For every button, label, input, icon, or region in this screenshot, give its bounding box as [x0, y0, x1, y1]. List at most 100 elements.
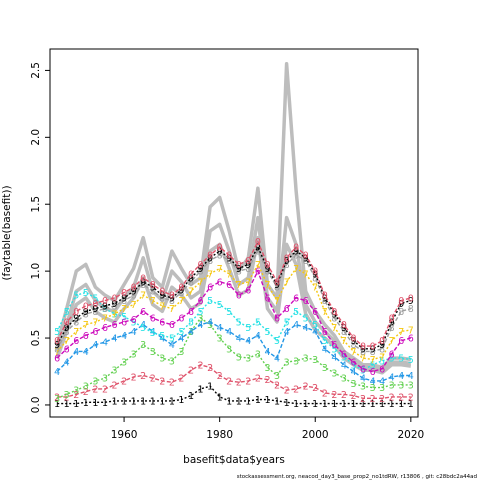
series-point: 9: [159, 291, 165, 302]
series-point: 9: [274, 280, 280, 291]
series-point: 2: [140, 371, 146, 382]
series-point: 2: [255, 374, 261, 385]
series-point: 9: [178, 285, 184, 296]
series-point: 1: [293, 399, 299, 410]
series-point: 9: [92, 304, 98, 315]
series-point: 6: [150, 314, 156, 325]
series-point: 0: [255, 237, 261, 248]
series-point: 0: [350, 334, 356, 345]
series-point: 5: [398, 354, 404, 365]
series-line-2: [57, 364, 411, 399]
series-point: 9: [73, 314, 79, 325]
series-point: 6: [236, 291, 242, 302]
series-point: 0: [169, 291, 175, 302]
series-point: 0: [102, 296, 108, 307]
series-point: 4: [226, 327, 232, 338]
series-point: 8: [255, 247, 261, 258]
series-point: 2: [408, 392, 414, 403]
series-point: 7: [197, 277, 203, 288]
series-point: 1: [264, 395, 270, 406]
series-point: 7: [284, 277, 290, 288]
series-point: 6: [207, 283, 213, 294]
series-point: 0: [73, 307, 79, 318]
series-point: 3: [73, 386, 79, 397]
series-point: 9: [121, 293, 127, 304]
series-point: 2: [360, 394, 366, 405]
series-point: 3: [188, 327, 194, 338]
series-point: 1: [169, 396, 175, 407]
series-point: 0: [274, 277, 280, 288]
series-line-8: [56, 249, 411, 353]
series-point: 1: [64, 399, 70, 410]
x-tick-label: 1980: [206, 429, 233, 441]
series-point: 0: [284, 253, 290, 264]
series-point: 0: [408, 293, 414, 304]
series-point: 0: [54, 336, 60, 347]
series-point: 2: [312, 383, 318, 394]
series-point: 2: [188, 366, 194, 377]
series-point: 4: [140, 320, 146, 331]
series-point: 9: [54, 340, 60, 351]
series-point: 5: [370, 360, 376, 371]
series-point: 6: [255, 267, 261, 278]
series-point: 9: [236, 264, 242, 275]
series-point: 9: [284, 256, 290, 267]
series-point: 6: [293, 293, 299, 304]
footnote: stockassessment.org, neacod_day3_base_pr…: [237, 474, 477, 480]
series-point: 5: [245, 323, 251, 334]
series-point: 1: [188, 391, 194, 402]
series-point: 8: [408, 304, 414, 315]
series-point: 0: [303, 251, 309, 262]
series-point: 0: [293, 243, 299, 254]
series-point: 0: [83, 301, 89, 312]
series-point: 0: [217, 243, 223, 254]
series-point: 1: [255, 395, 261, 406]
series-2: 2 2 2 2 2 2 2 2 2 2 2 2 2 22 2 22 2 2 2 2 2 2 2 2 2 2 2 2 2 2 2 2 2 2 2 2: [54, 360, 414, 405]
series-point: 3: [207, 320, 213, 331]
series-point: 0: [245, 256, 251, 267]
series-point: 3: [64, 390, 70, 401]
series-point: 5: [197, 307, 203, 318]
series-point: 8: [207, 256, 213, 267]
series-point: 7: [389, 336, 395, 347]
series-point: 0: [197, 260, 203, 271]
series-point: 2: [131, 372, 137, 383]
series-point: 0: [389, 314, 395, 325]
series-point: 1: [226, 396, 232, 407]
series-point: 6: [264, 293, 270, 304]
series-point: 3: [131, 350, 137, 361]
series-point: 3: [331, 368, 337, 379]
series-point: 8: [293, 251, 299, 262]
series-point: 7: [54, 347, 60, 358]
series-point: 8: [322, 296, 328, 307]
series-point: 8: [236, 267, 242, 278]
series-point: 3: [370, 383, 376, 394]
series-point: 5: [73, 291, 79, 302]
series-point: 0: [331, 307, 337, 318]
series-point: 3: [389, 380, 395, 391]
series-point: 2: [245, 376, 251, 387]
series-point: 6: [64, 344, 70, 355]
series-point: 9: [217, 247, 223, 258]
series-point: 5: [111, 310, 117, 321]
series-point: 2: [178, 374, 184, 385]
series-point: 9: [111, 299, 117, 310]
series-point: 8: [169, 296, 175, 307]
y-tick-label: 0.0: [30, 397, 42, 414]
y-axis-title: (faytable(basefit)): [1, 185, 13, 280]
series-point: 7: [264, 280, 270, 291]
series-point: 8: [54, 344, 60, 355]
series-point: 6: [341, 350, 347, 361]
series-point: 3: [274, 371, 280, 382]
series-point: 4: [274, 354, 280, 365]
series-point: 8: [312, 273, 318, 284]
series-point: 4: [73, 347, 79, 358]
series-point: 4: [236, 334, 242, 345]
series-point: 9: [303, 253, 309, 264]
series-point: 5: [207, 296, 213, 307]
series-point: 1: [245, 396, 251, 407]
series-point: 0: [360, 342, 366, 353]
